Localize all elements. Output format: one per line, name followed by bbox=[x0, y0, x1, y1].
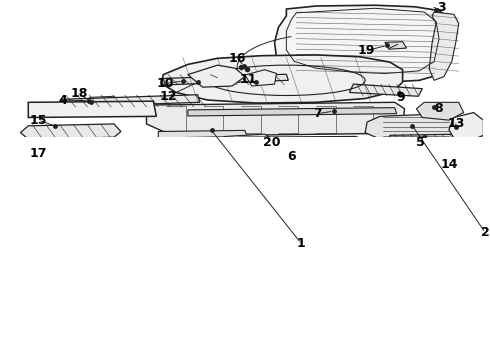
Text: 11: 11 bbox=[239, 73, 257, 86]
Polygon shape bbox=[365, 114, 459, 140]
Polygon shape bbox=[188, 108, 397, 116]
Text: 7: 7 bbox=[314, 107, 322, 120]
Text: 13: 13 bbox=[447, 117, 465, 130]
Text: 8: 8 bbox=[434, 102, 442, 114]
Text: 17: 17 bbox=[29, 147, 47, 160]
Polygon shape bbox=[385, 42, 407, 49]
Polygon shape bbox=[245, 70, 276, 86]
Text: 20: 20 bbox=[263, 136, 280, 149]
Text: 5: 5 bbox=[416, 136, 425, 149]
Polygon shape bbox=[442, 137, 489, 163]
Polygon shape bbox=[390, 134, 462, 142]
Polygon shape bbox=[188, 65, 245, 87]
Polygon shape bbox=[158, 130, 247, 138]
Polygon shape bbox=[21, 138, 121, 152]
Text: 2: 2 bbox=[481, 226, 490, 239]
Text: 3: 3 bbox=[437, 1, 445, 14]
Text: 10: 10 bbox=[156, 77, 174, 90]
Text: 6: 6 bbox=[287, 150, 295, 163]
Polygon shape bbox=[163, 74, 288, 85]
Text: 4: 4 bbox=[58, 94, 67, 107]
Text: 12: 12 bbox=[159, 90, 177, 103]
Circle shape bbox=[334, 139, 357, 149]
Polygon shape bbox=[62, 95, 200, 107]
Polygon shape bbox=[28, 101, 156, 117]
Text: 16: 16 bbox=[228, 52, 246, 65]
Polygon shape bbox=[416, 102, 464, 120]
Polygon shape bbox=[349, 84, 422, 96]
Polygon shape bbox=[21, 124, 121, 139]
Polygon shape bbox=[274, 5, 452, 82]
Text: 18: 18 bbox=[71, 87, 88, 100]
Text: 19: 19 bbox=[358, 44, 375, 57]
Text: 1: 1 bbox=[297, 237, 306, 250]
Polygon shape bbox=[147, 102, 405, 135]
Polygon shape bbox=[161, 55, 403, 103]
Polygon shape bbox=[429, 12, 459, 80]
Polygon shape bbox=[449, 113, 483, 140]
Text: 14: 14 bbox=[440, 158, 458, 171]
Polygon shape bbox=[218, 134, 274, 145]
Text: 9: 9 bbox=[396, 91, 405, 104]
Polygon shape bbox=[225, 136, 375, 152]
Text: 15: 15 bbox=[29, 114, 47, 127]
